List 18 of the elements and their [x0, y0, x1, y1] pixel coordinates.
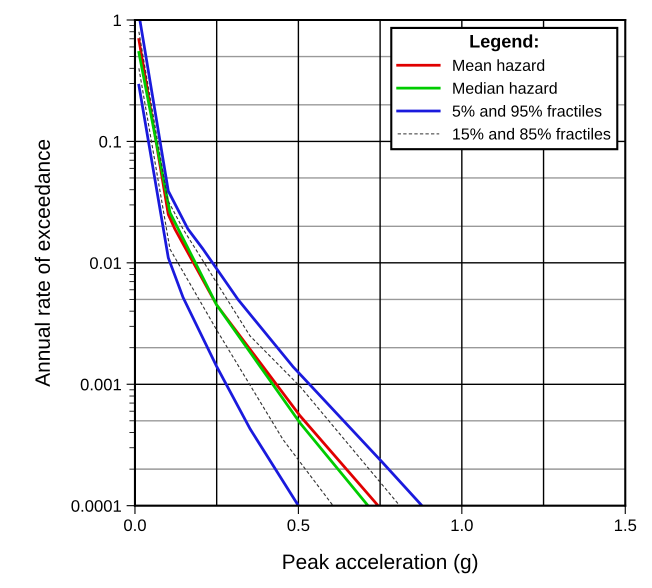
legend-label: 5% and 95% fractiles — [452, 105, 602, 117]
line-series — [138, 68, 334, 506]
x-tick-label: 1.0 — [452, 519, 473, 532]
y-tick-label: 1 — [114, 14, 121, 26]
x-axis-title: Peak acceleration (g) — [283, 554, 478, 574]
legend-label: Median hazard — [453, 82, 557, 94]
legend-label: 15% and 85% fractiles — [453, 128, 610, 140]
legend-label: Mean hazard — [453, 59, 544, 71]
y-tick-label: 0.1 — [99, 136, 121, 148]
y-tick-label: 0.001 — [80, 378, 121, 390]
line-series — [137, 84, 300, 506]
x-tick-label: 0.5 — [287, 519, 310, 532]
y-tick-label: 0.01 — [90, 257, 121, 270]
x-tick-label: 0.0 — [124, 519, 146, 532]
y-axis-title: Annual rate of exceedance — [34, 140, 50, 387]
legend-title: Legend: — [470, 34, 538, 52]
x-tick-label: 1.5 — [614, 519, 636, 532]
y-tick-label: 0.0001 — [71, 500, 121, 512]
